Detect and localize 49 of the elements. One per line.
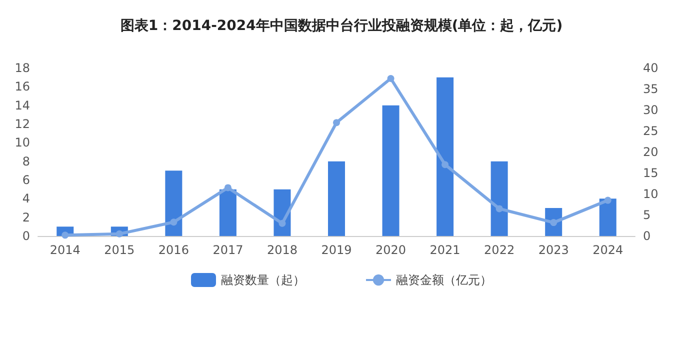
y2-tick-label: 30 [643,103,658,117]
bar [490,161,508,236]
x-tick-label: 2020 [376,243,406,257]
bar [382,105,400,236]
point [170,218,178,226]
y-tick-label: 16 [14,80,30,94]
point [496,205,503,212]
x-tick-label: 2024 [592,243,624,257]
y-tick-label: 10 [14,136,30,150]
point [387,75,394,82]
x-tick-label: 2023 [538,243,569,257]
y2-tick-label: 0 [643,229,651,243]
legend-label: 融资金额（亿元） [396,273,492,287]
y-tick-label: 6 [22,173,30,187]
y2-tick-label: 40 [643,61,658,75]
x-tick-label: 2018 [266,243,298,257]
x-tick-label: 2019 [321,243,352,257]
y-tick-label: 8 [22,154,30,168]
y2-tick-label: 10 [643,187,658,201]
point [224,184,232,192]
y2-tick-label: 35 [643,82,658,96]
x-tick-label: 2021 [430,243,460,257]
x-tick-label: 2017 [212,243,244,257]
legend-label: 融资数量（起） [221,273,305,287]
y-tick-label: 18 [14,61,30,75]
point [278,220,286,227]
x-tick-label: 2014 [50,243,80,257]
y-tick-label: 0 [22,229,30,243]
x-tick-label: 2015 [104,243,135,257]
bar [436,77,454,236]
bar [599,198,616,236]
point [604,196,612,204]
bar [219,189,236,236]
point [442,161,449,168]
y-tick-label: 12 [14,117,30,131]
point [62,232,69,239]
y-tick-label: 4 [22,192,30,206]
y2-tick-label: 15 [643,166,658,180]
x-tick-label: 2016 [158,243,189,257]
y2-tick-label: 25 [643,124,658,138]
x-tick-label: 2022 [484,243,515,257]
bar [328,161,345,236]
y-tick-label: 2 [22,210,30,224]
y2-tick-label: 5 [643,208,651,222]
y-tick-label: 14 [14,98,30,112]
bar [165,170,182,236]
y2-tick-label: 20 [643,145,658,159]
point [333,119,340,126]
chart-title: 图表1：2014-2024年中国数据中台行业投融资规模(单位：起，亿元) [120,18,563,34]
